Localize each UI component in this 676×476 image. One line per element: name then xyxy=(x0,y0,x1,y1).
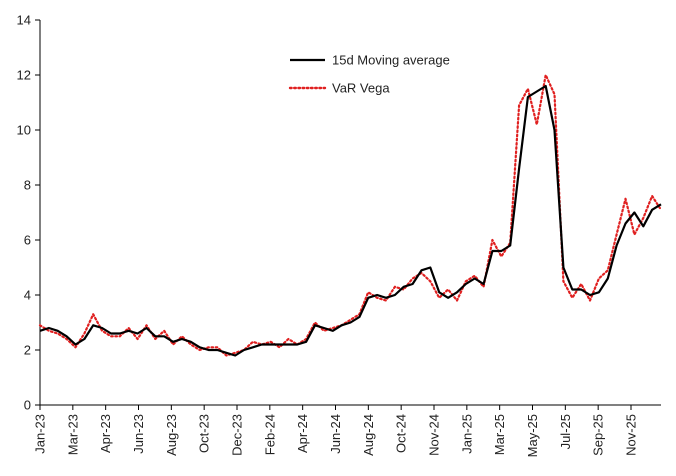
x-tick-label: Oct-24 xyxy=(394,414,409,453)
y-tick-label: 14 xyxy=(17,13,31,28)
x-tick-label: Feb-24 xyxy=(262,414,277,455)
x-tick-label: Aug-23 xyxy=(164,414,179,456)
y-tick-label: 0 xyxy=(24,398,31,413)
x-tick-label: Jan-25 xyxy=(459,414,474,454)
x-tick-label: Nov-24 xyxy=(427,414,442,456)
legend-label-moving-average: 15d Moving average xyxy=(332,53,450,68)
x-tick-label: Apr-23 xyxy=(98,414,113,453)
y-tick-label: 8 xyxy=(24,178,31,193)
series-layer xyxy=(38,73,663,357)
x-tick-label: Oct-23 xyxy=(197,414,212,453)
x-tick-label: Jun-23 xyxy=(131,414,146,454)
x-tick-label: Jun-24 xyxy=(328,414,343,454)
axes xyxy=(35,19,661,410)
x-tick-label: Sep-25 xyxy=(591,414,606,456)
legend-label-var-vega: VaR Vega xyxy=(332,81,390,96)
x-tick-label: Jan-23 xyxy=(33,414,48,454)
legend: 15d Moving average VaR Vega xyxy=(288,53,450,96)
y-tick-label: 6 xyxy=(24,233,31,248)
x-tick-label: Mar-25 xyxy=(492,414,507,455)
y-tick-label: 4 xyxy=(24,288,31,303)
x-tick-label: Dec-23 xyxy=(230,414,245,456)
x-tick-label: Aug-24 xyxy=(361,414,376,456)
x-tick-label: Apr-24 xyxy=(295,414,310,453)
x-tick-label: Jul-25 xyxy=(558,414,573,449)
y-tick-label: 2 xyxy=(24,343,31,358)
series-line-var-vega xyxy=(38,73,663,357)
y-tick-label: 12 xyxy=(17,68,31,83)
x-tick-label: Nov-25 xyxy=(624,414,639,456)
x-tick-label: Mar-23 xyxy=(65,414,80,455)
y-tick-labels: 0 2 4 6 8 10 12 14 xyxy=(17,13,31,413)
series-line-moving-average xyxy=(39,84,662,357)
x-tick-label: May-25 xyxy=(525,414,540,457)
y-tick-label: 10 xyxy=(17,123,31,138)
x-tick-labels: Jan-23 Mar-23 Apr-23 Jun-23 Aug-23 Oct-23 Dec-… xyxy=(33,414,639,457)
